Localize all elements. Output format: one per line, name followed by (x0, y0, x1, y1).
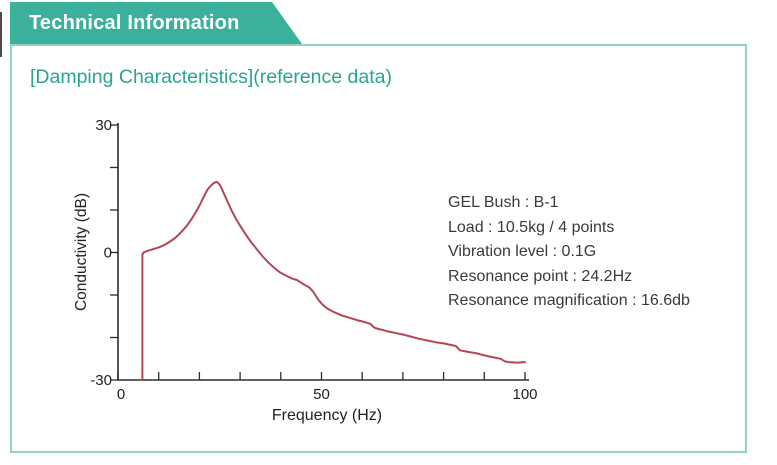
y-tick-label: 0 (104, 245, 112, 262)
x-tick-label: 100 (512, 386, 537, 403)
y-tick-label: 30 (95, 117, 112, 134)
page-edge-mark (0, 12, 2, 57)
x-axis-title: Frequency (Hz) (272, 407, 382, 424)
chart-title: [Damping Characteristics](reference data… (30, 66, 392, 88)
annotation-line: Load : 10.5kg / 4 points (448, 218, 615, 236)
annotation-line: Resonance point : 24.2Hz (448, 267, 633, 285)
annotation-line: GEL Bush : B-1 (448, 194, 559, 211)
annotation-line: Resonance magnification : 16.6db (448, 292, 690, 310)
x-tick-label: 0 (117, 386, 125, 403)
annotation-line: Vibration level : 0.1G (448, 243, 597, 261)
y-axis-title: Conductivity (dB) (73, 193, 90, 311)
damping-transmissibility-curve (141, 180, 526, 381)
technical-info-panel (10, 44, 747, 453)
section-header-title: Technical Information (29, 11, 240, 34)
y-tick-label: -30 (90, 372, 112, 389)
chart-annotation-block: GEL Bush : B-1 Load : 10.5kg / 4 points … (448, 191, 690, 314)
x-tick-label: 50 (313, 386, 330, 403)
section-header-tab: Technical Information (10, 2, 302, 44)
